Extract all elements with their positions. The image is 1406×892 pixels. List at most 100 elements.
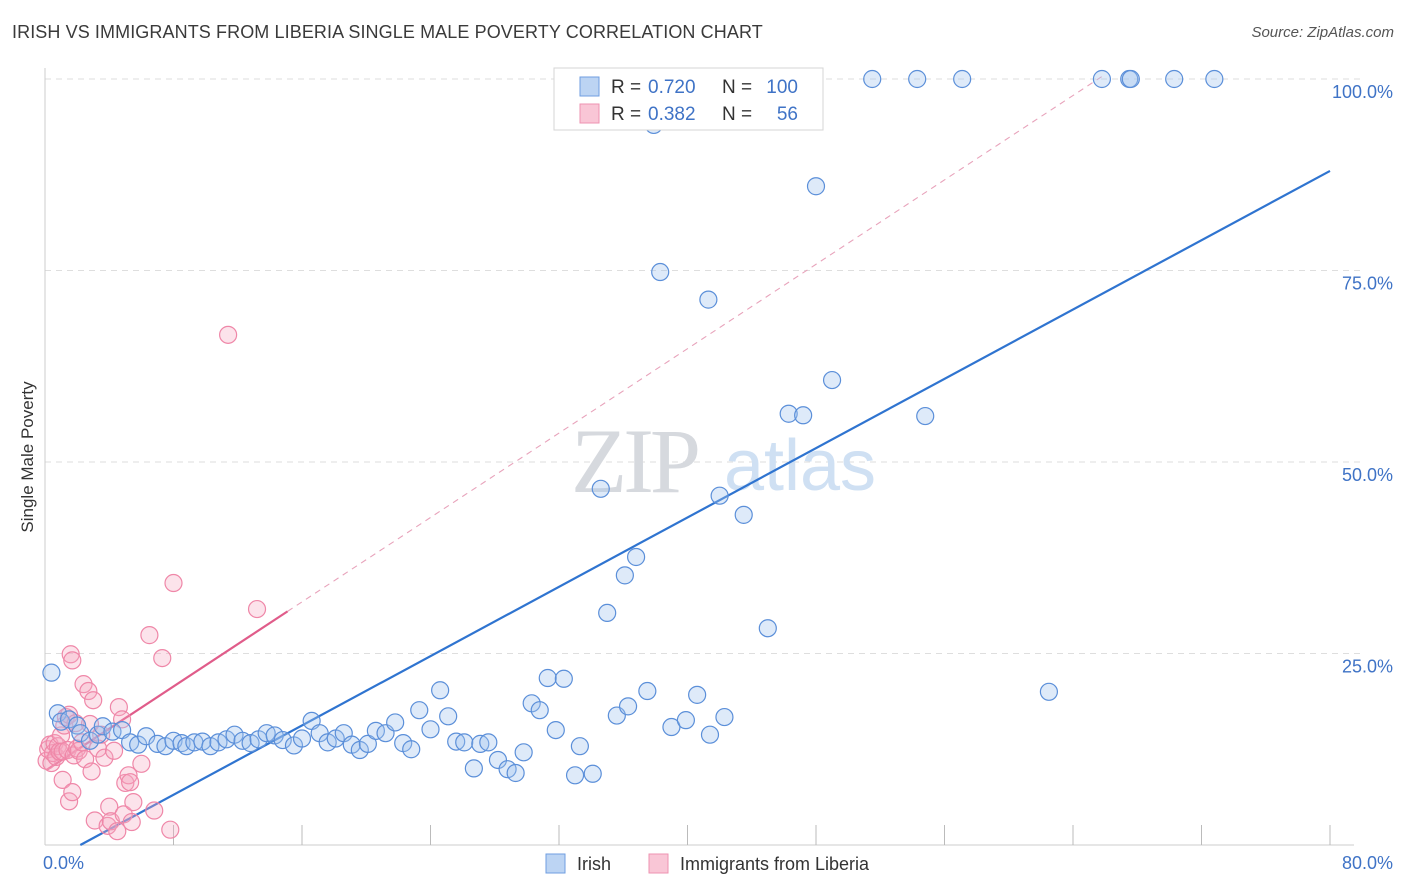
y-tick-label-50: 50.0% (1342, 465, 1393, 485)
irish-point-52 (464, 759, 483, 778)
watermark: ZIP atlas (571, 410, 876, 512)
x-tick-label-min: 0.0% (43, 853, 84, 873)
irish-point-80 (700, 725, 720, 744)
irish-point-72 (626, 547, 646, 567)
liberia-point-55 (247, 599, 267, 619)
irish-point-71 (618, 697, 638, 716)
liberia-point-27 (79, 681, 98, 701)
irish-point-67 (591, 479, 610, 498)
irish-point-43 (386, 713, 405, 732)
irish-point-66 (583, 764, 602, 783)
liberia-point-44 (119, 766, 138, 785)
irish-point-86 (779, 404, 798, 423)
liberia-point-53 (164, 573, 183, 593)
legend-irish-r-label: R = (611, 77, 641, 98)
irish-point-77 (676, 711, 695, 730)
irish-point-55 (488, 750, 508, 770)
liberia-trend-line (46, 610, 289, 771)
irish-point-65 (570, 737, 589, 756)
watermark-atlas: atlas (724, 426, 876, 506)
irish-point-90 (863, 69, 882, 89)
legend-liberia-n-label: N = (722, 104, 752, 125)
irish-point-88 (806, 177, 826, 196)
irish-point-98 (1165, 69, 1184, 89)
watermark-zip: ZIP (571, 410, 698, 512)
liberia-point-50 (145, 801, 164, 820)
irish-point-51 (455, 733, 474, 752)
irish-point-40 (358, 734, 377, 753)
irish-point-45 (402, 740, 421, 759)
bottom-legend-liberia-swatch (648, 853, 669, 874)
irish-point-93 (953, 69, 972, 89)
irish-point-7 (88, 725, 108, 744)
irish-point-73 (638, 681, 657, 701)
data-points (37, 69, 1224, 841)
tick-labels: 25.0% 50.0% 75.0% 100.0% 0.0% 80.0% (43, 82, 1393, 873)
irish-point-47 (421, 720, 440, 739)
liberia-point-11 (53, 770, 72, 789)
liberia-point-41 (112, 710, 132, 729)
y-tick-label-100: 100.0% (1332, 82, 1393, 102)
irish-point-46 (410, 701, 429, 720)
trend-lines (46, 73, 1331, 846)
irish-point-85 (758, 619, 777, 638)
irish-trend-line (79, 169, 1331, 846)
irish-point-0 (42, 663, 61, 682)
liberia-point-29 (82, 762, 101, 781)
y-tick-label-75: 75.0% (1342, 274, 1393, 294)
irish-point-89 (822, 370, 842, 390)
liberia-point-30 (84, 691, 103, 710)
liberia-point-45 (121, 773, 140, 792)
irish-point-81 (710, 486, 729, 505)
irish-point-57 (506, 763, 525, 783)
irish-point-60 (530, 701, 549, 720)
irish-point-30 (273, 730, 292, 750)
chart-source: Source: ZipAtlas.com (1251, 24, 1394, 41)
liberia-point-17 (61, 645, 80, 664)
irish-point-64 (565, 766, 585, 785)
liberia-point-36 (100, 797, 119, 816)
bottom-legend-irish-swatch (545, 853, 566, 874)
legend-liberia-r-value: 0.382 (648, 104, 696, 125)
irish-point-84 (734, 505, 753, 524)
legend-irish-swatch (579, 76, 600, 97)
liberia-point-51 (153, 648, 172, 668)
legend-liberia-n-value: 56 (777, 104, 798, 125)
irish-point-76 (662, 717, 681, 737)
legend-liberia-swatch (579, 103, 600, 124)
irish-point-70 (615, 566, 634, 585)
bottom-legend: Irish Immigrants from Liberia (545, 853, 870, 874)
liberia-point-19 (63, 783, 82, 802)
irish-point-8 (93, 717, 112, 736)
irish-point-54 (479, 733, 498, 752)
gridlines (45, 78, 1365, 654)
bottom-legend-irish-label: Irish (577, 854, 611, 874)
irish-point-49 (439, 707, 458, 726)
legend: R = 0.720 N = 100 R = 0.382 N = 56 (553, 67, 824, 131)
irish-point-94 (1039, 682, 1059, 701)
irish-point-61 (538, 668, 557, 688)
bottom-legend-liberia-label: Immigrants from Liberia (680, 854, 870, 874)
irish-point-63 (554, 669, 573, 688)
liberia-point-47 (124, 793, 143, 812)
liberia-point-34 (95, 748, 114, 767)
y-tick-label-25: 25.0% (1342, 657, 1393, 677)
irish-point-97 (1121, 69, 1140, 89)
irish-point-5 (71, 724, 90, 743)
irish-point-99 (1205, 69, 1224, 89)
liberia-point-52 (161, 820, 180, 839)
liberia-point-54 (219, 325, 238, 344)
liberia-point-38 (104, 741, 124, 760)
liberia-point-39 (108, 822, 127, 841)
irish-point-79 (699, 290, 718, 309)
irish-point-91 (908, 69, 927, 89)
irish-point-82 (715, 707, 734, 727)
liberia-point-48 (132, 754, 151, 773)
axes (44, 68, 1354, 846)
irish-point-68 (598, 603, 617, 623)
irish-point-17 (172, 734, 191, 753)
chart-title: IRISH VS IMMIGRANTS FROM LIBERIA SINGLE … (12, 22, 763, 42)
irish-point-32 (292, 729, 312, 748)
liberia-trend-extension (287, 73, 1106, 612)
